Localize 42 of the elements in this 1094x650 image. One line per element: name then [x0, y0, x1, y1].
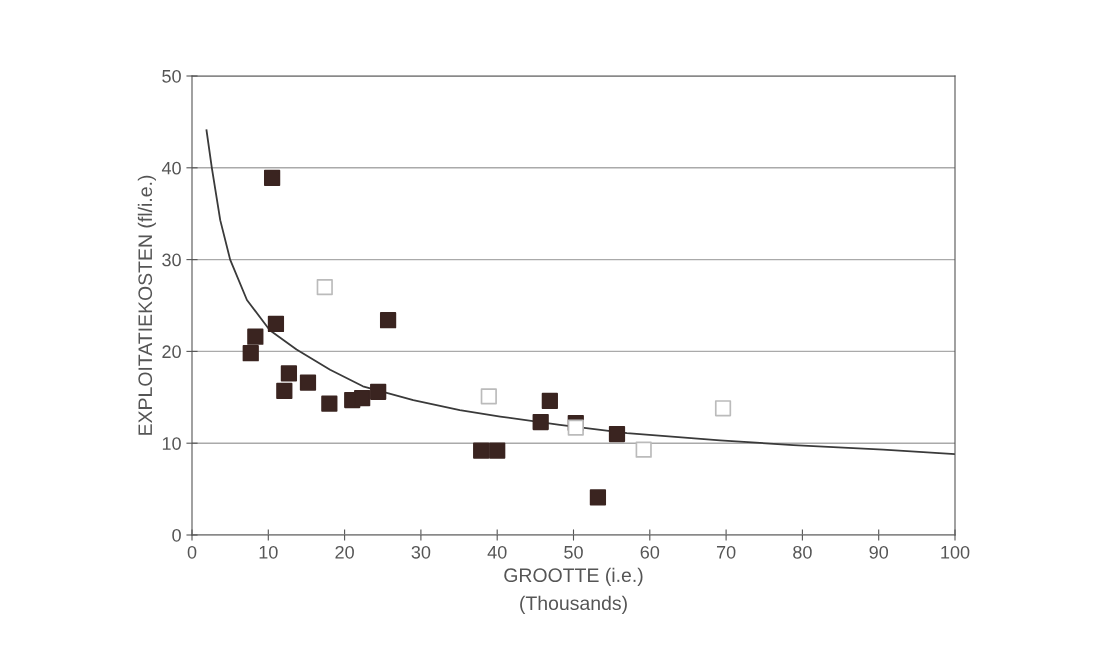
point	[354, 390, 371, 407]
x-tick-label: 30	[411, 545, 431, 559]
point	[635, 441, 652, 458]
x-tick-label: 0	[187, 545, 197, 559]
point	[589, 489, 607, 506]
point	[316, 279, 333, 296]
x-tick-label: 100	[941, 545, 970, 559]
y-tick-label: 10	[162, 437, 181, 450]
point	[489, 442, 506, 459]
y-tick-label: 30	[162, 253, 181, 267]
point	[567, 419, 584, 436]
point	[480, 388, 497, 405]
line-series	[205, 129, 955, 456]
point	[321, 395, 338, 412]
point	[276, 382, 293, 399]
x-tick-label: 40	[487, 545, 507, 559]
point	[608, 425, 626, 443]
x-axis-title: GROOTTE (i.e.) (Thousands)	[504, 567, 643, 614]
point	[370, 383, 387, 400]
x-tick-label: 90	[869, 545, 889, 559]
y-axis-title: EXPLOITATIEKOSTEN (fl/i.e.)	[137, 175, 156, 435]
point	[714, 400, 732, 417]
y-tick-label: 50	[162, 69, 181, 83]
point	[473, 442, 490, 459]
point	[263, 169, 281, 187]
x-tick-label: 70	[716, 545, 736, 559]
y-tick-label: 20	[162, 345, 181, 359]
point	[267, 315, 285, 332]
point	[532, 413, 549, 431]
point	[247, 328, 264, 345]
y-tick-label: 40	[161, 161, 181, 175]
x-tick-label: 20	[335, 545, 354, 559]
y-tick-label: 0	[172, 528, 181, 542]
point	[280, 365, 298, 382]
x-tick-label: 50	[564, 545, 583, 559]
point	[242, 345, 259, 362]
x-tick-label: 60	[640, 545, 660, 559]
x-tick-label: 80	[793, 545, 812, 559]
point	[541, 392, 558, 410]
point	[379, 312, 397, 329]
x-tick-label: 10	[259, 545, 278, 559]
point	[299, 374, 317, 391]
